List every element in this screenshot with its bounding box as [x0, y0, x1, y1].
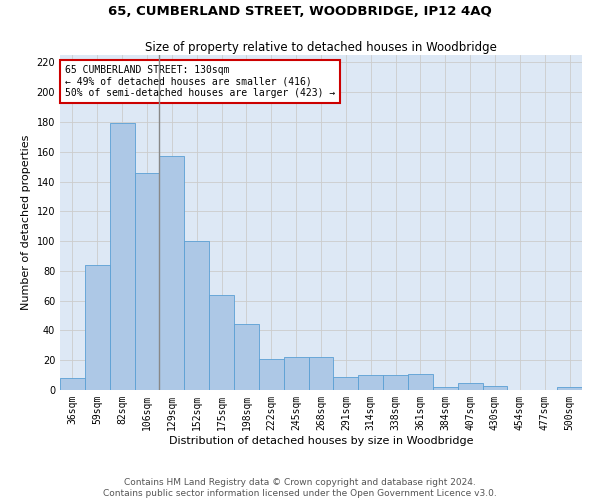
Bar: [308, 357, 334, 390]
Bar: [334, 376, 358, 390]
Bar: [134, 172, 160, 390]
Bar: [184, 241, 209, 390]
X-axis label: Distribution of detached houses by size in Woodbridge: Distribution of detached houses by size …: [169, 436, 473, 446]
Bar: [110, 124, 134, 390]
Y-axis label: Number of detached properties: Number of detached properties: [21, 135, 31, 310]
Bar: [482, 386, 508, 390]
Bar: [458, 382, 482, 390]
Text: Contains HM Land Registry data © Crown copyright and database right 2024.
Contai: Contains HM Land Registry data © Crown c…: [103, 478, 497, 498]
Text: 65 CUMBERLAND STREET: 130sqm
← 49% of detached houses are smaller (416)
50% of s: 65 CUMBERLAND STREET: 130sqm ← 49% of de…: [65, 65, 335, 98]
Title: Size of property relative to detached houses in Woodbridge: Size of property relative to detached ho…: [145, 41, 497, 54]
Bar: [557, 387, 582, 390]
Bar: [259, 358, 284, 390]
Bar: [209, 294, 234, 390]
Bar: [433, 387, 458, 390]
Bar: [60, 378, 85, 390]
Bar: [85, 265, 110, 390]
Bar: [408, 374, 433, 390]
Bar: [234, 324, 259, 390]
Bar: [358, 375, 383, 390]
Bar: [160, 156, 184, 390]
Text: 65, CUMBERLAND STREET, WOODBRIDGE, IP12 4AQ: 65, CUMBERLAND STREET, WOODBRIDGE, IP12 …: [108, 5, 492, 18]
Bar: [284, 357, 308, 390]
Bar: [383, 375, 408, 390]
